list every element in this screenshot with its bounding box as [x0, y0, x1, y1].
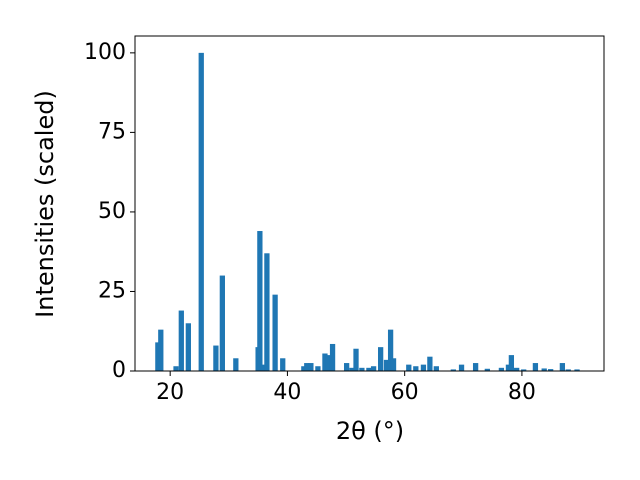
bar [450, 369, 456, 371]
bar [272, 294, 278, 371]
x-tick-label: 80 [508, 380, 536, 405]
bar [383, 359, 390, 371]
bar [260, 364, 266, 371]
bar [508, 355, 515, 371]
bar [378, 347, 384, 371]
bar [505, 364, 512, 371]
bar [349, 367, 355, 371]
x-tick-label: 40 [273, 380, 301, 405]
bar [565, 369, 571, 371]
bar [458, 364, 465, 371]
bar [541, 368, 547, 371]
bar [301, 366, 307, 371]
bar [325, 355, 331, 371]
bar [315, 366, 321, 371]
bar [574, 369, 580, 371]
bar [155, 342, 161, 371]
bar [532, 363, 539, 371]
y-tick-label: 0 [112, 358, 126, 383]
bar [257, 231, 263, 371]
bar [390, 358, 397, 371]
bar [322, 353, 328, 371]
bar [413, 366, 419, 371]
bar [158, 329, 164, 371]
y-axis-label: Intensities (scaled) [31, 90, 59, 318]
bar [219, 275, 225, 371]
bar [433, 366, 439, 371]
bar [514, 367, 520, 371]
bar [280, 358, 286, 371]
bar [353, 348, 359, 371]
bar [233, 358, 239, 371]
bar [185, 323, 191, 371]
bar [387, 329, 394, 371]
bar [472, 363, 479, 371]
y-tick-label: 25 [98, 278, 126, 303]
bar [498, 367, 505, 371]
bar [178, 310, 184, 371]
bar [521, 369, 527, 371]
bar [427, 356, 433, 371]
bar [484, 368, 490, 371]
plot-frame [134, 35, 605, 372]
bar [329, 343, 336, 371]
bar [548, 369, 554, 371]
x-tick-label: 60 [391, 380, 419, 405]
bar [366, 367, 372, 371]
bar [213, 345, 219, 371]
x-tick-label: 20 [156, 380, 184, 405]
bar [343, 363, 350, 371]
bar [173, 366, 179, 371]
x-axis-label: 2θ (°) [336, 417, 404, 445]
y-tick-label: 50 [98, 199, 126, 224]
y-tick-label: 100 [84, 40, 126, 65]
bar [370, 366, 377, 371]
y-tick-label: 75 [98, 119, 126, 144]
bar [359, 367, 365, 371]
bar [264, 253, 270, 371]
bar [308, 363, 314, 371]
bar [406, 364, 412, 371]
bar [420, 364, 427, 371]
bar [559, 363, 566, 371]
bar [304, 363, 310, 371]
bar [198, 52, 204, 371]
